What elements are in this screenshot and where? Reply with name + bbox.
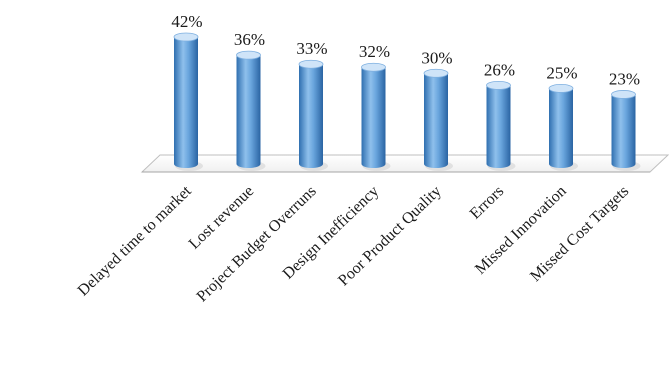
value-label-poor-product-quality: 30% [421,48,452,67]
value-label-errors: 26% [484,60,515,79]
bars-group [173,32,641,171]
bar-body [424,73,448,168]
value-label-lost-revenue: 36% [234,30,265,49]
bar-body [236,55,261,169]
bar-errors [486,80,516,171]
value-label-missed-cost-targets: 23% [609,69,640,88]
bar-project-budget-overruns [298,59,328,171]
category-label-errors: Errors [467,183,508,223]
bar-top [173,32,199,42]
bar-top [361,62,386,72]
bar-top [486,80,511,90]
value-labels-group: 42% 36% 33% 32% 30% 26% 25% 23% [171,12,640,88]
category-label-poor-product-quality: Poor Product Quality [335,183,445,290]
chart-floor [140,154,669,173]
bar-top [236,50,261,60]
bar-missed-cost-targets [611,90,641,171]
bar-top [548,84,574,93]
bar-body [486,85,511,168]
bar-lost-revenue [236,50,266,171]
floor-plane [140,154,669,173]
bar-design-inefficiency [361,62,391,171]
value-label-project-budget-overruns: 33% [296,39,327,58]
bar-top [298,59,324,69]
bar-body [174,37,198,168]
value-label-delayed-time-to-market: 42% [171,12,202,31]
bar-body [549,88,573,168]
value-label-missed-innovation: 25% [546,63,577,82]
value-label-design-inefficiency: 32% [359,42,390,61]
bar-body [299,64,323,168]
bar-top [423,68,449,78]
bar-delayed-time-to-market [173,32,203,171]
category-label-delayed-time-to-market: Delayed time to market [75,182,196,299]
bar-missed-innovation [548,84,578,171]
bar-body [611,94,636,168]
category-label-project-budget-overruns: Project Budget Overruns [194,183,320,306]
bar-top [611,90,636,99]
bar-body [361,67,386,168]
bar-poor-product-quality [423,68,453,171]
